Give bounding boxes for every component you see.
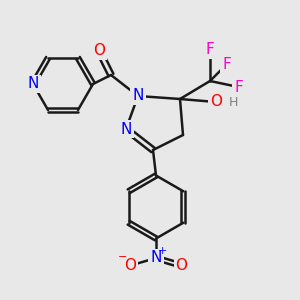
- Text: −: −: [117, 252, 127, 262]
- Text: N: N: [132, 88, 144, 104]
- Text: N: N: [120, 122, 132, 136]
- Text: O: O: [176, 258, 188, 273]
- Text: O: O: [210, 94, 222, 110]
- Text: F: F: [206, 42, 214, 57]
- Text: H: H: [229, 95, 238, 109]
- Text: N: N: [150, 250, 162, 266]
- Text: O: O: [124, 258, 136, 273]
- Text: +: +: [158, 245, 167, 256]
- Text: F: F: [222, 57, 231, 72]
- Text: F: F: [234, 80, 243, 94]
- Text: N: N: [27, 76, 39, 92]
- Text: O: O: [93, 44, 105, 59]
